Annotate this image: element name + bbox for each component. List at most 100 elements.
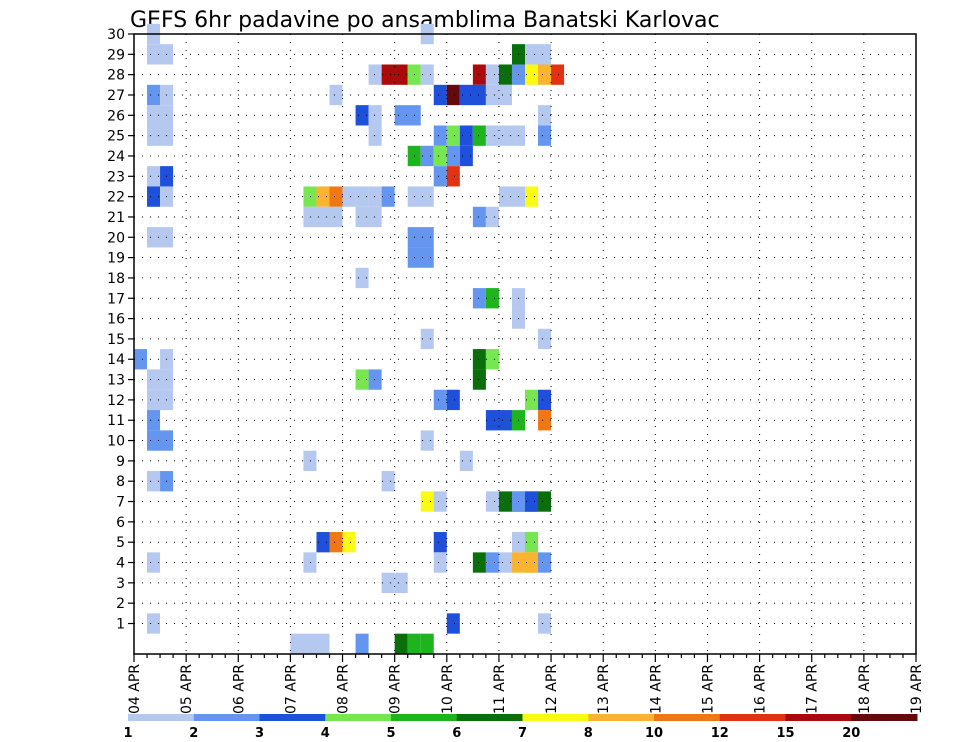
x-tick-label: 04 APR xyxy=(127,664,143,714)
x-tick-label: 13 APR xyxy=(596,664,612,714)
heatmap-cell xyxy=(538,125,552,146)
y-tick-label: 20 xyxy=(107,230,125,246)
heatmap-cell xyxy=(459,145,473,167)
heatmap-cell xyxy=(485,64,499,85)
heatmap-cell xyxy=(485,206,499,228)
heatmap-cell xyxy=(407,186,434,207)
legend-swatch xyxy=(719,714,786,721)
heatmap-cell xyxy=(538,552,552,573)
heatmap-cell xyxy=(485,125,499,146)
y-tick-label: 15 xyxy=(107,332,125,348)
heatmap-cell xyxy=(303,552,317,573)
y-tick-label: 5 xyxy=(116,535,125,551)
heatmap-cell xyxy=(433,491,447,512)
heatmap-cell xyxy=(407,633,421,654)
heatmap-cell xyxy=(485,349,499,370)
legend-label: 12 xyxy=(711,726,729,741)
heatmap-cell xyxy=(459,125,473,146)
heatmap-cell xyxy=(368,369,382,390)
y-tick-label: 22 xyxy=(107,190,125,206)
heatmap-cell xyxy=(498,125,525,146)
heatmap-cell xyxy=(472,369,486,390)
legend-label: 6 xyxy=(452,726,461,741)
legend-swatch xyxy=(588,714,655,721)
y-tick-label: 13 xyxy=(107,373,125,389)
heatmap-cell xyxy=(485,84,512,106)
legend-swatch xyxy=(325,714,392,721)
legend-swatch xyxy=(456,714,523,721)
x-tick-label: 06 APR xyxy=(231,664,247,714)
heatmap-cell xyxy=(446,613,460,634)
x-tick-label: 18 APR xyxy=(857,664,873,714)
legend-swatch xyxy=(522,714,589,721)
y-tick-label: 6 xyxy=(116,515,125,531)
x-tick-label: 05 APR xyxy=(179,664,195,714)
heatmap-cell xyxy=(394,572,408,594)
heatmap-cell xyxy=(525,532,539,553)
y-tick-label: 8 xyxy=(116,474,125,490)
heatmap-cell xyxy=(420,328,434,350)
y-tick-label: 4 xyxy=(116,556,125,572)
legend-label: 15 xyxy=(776,726,794,741)
heatmap-cell xyxy=(134,349,148,370)
legend-swatch xyxy=(654,714,721,721)
legend-label: 4 xyxy=(321,726,330,741)
heatmap-cell xyxy=(329,532,343,553)
legend-label: 1 xyxy=(123,726,132,741)
heatmap-cell xyxy=(525,186,539,207)
heatmap-cell xyxy=(355,105,369,126)
heatmap-cell xyxy=(538,613,552,634)
heatmap-cell xyxy=(472,206,486,228)
heatmap-cell xyxy=(433,389,447,411)
color-legend: 1 2 3 4 5 6 7 8 10 12 15 20 xyxy=(123,714,918,741)
heatmap-cell xyxy=(342,532,356,553)
heatmap-cell xyxy=(316,532,330,553)
y-tick-label: 30 xyxy=(107,27,125,43)
y-tick-label: 2 xyxy=(116,596,125,612)
heatmap-cell xyxy=(551,64,565,85)
y-tick-label: 10 xyxy=(107,434,125,450)
heatmap-cell xyxy=(147,125,174,146)
heatmap-cell xyxy=(394,633,408,654)
y-tick-label: 7 xyxy=(116,495,125,511)
heatmap-cell xyxy=(472,64,486,85)
heatmap-cell xyxy=(147,410,161,431)
heatmap-cell xyxy=(538,328,552,350)
heatmap-cell xyxy=(147,84,161,106)
legend-swatch xyxy=(851,714,918,721)
x-tick-label: 14 APR xyxy=(648,664,664,714)
x-tick-label: 12 APR xyxy=(544,664,560,714)
heatmap-cell xyxy=(433,532,447,553)
heatmap-cell xyxy=(368,186,382,207)
y-tick-label: 29 xyxy=(107,47,125,63)
heatmap-cell xyxy=(355,267,369,289)
legend-swatch xyxy=(785,714,852,721)
x-tick-label: 11 APR xyxy=(492,664,508,714)
heatmap-cells xyxy=(134,23,565,654)
heatmap-cell xyxy=(433,145,447,167)
heatmap-cell xyxy=(433,166,447,187)
heatmap-cell xyxy=(147,105,174,126)
heatmap-cell xyxy=(446,389,460,411)
x-tick-label: 07 APR xyxy=(283,664,299,714)
y-tick-label: 3 xyxy=(116,576,125,592)
legend-swatch xyxy=(391,714,458,721)
heatmap-cell xyxy=(394,105,421,126)
y-axis: 1234567891011121314151617181920212223242… xyxy=(107,27,134,633)
heatmap-cell xyxy=(381,471,395,492)
heatmap-cell xyxy=(329,186,343,207)
heatmap-cell xyxy=(433,552,447,573)
y-tick-label: 14 xyxy=(107,352,125,368)
heatmap-cell xyxy=(355,206,382,228)
heatmap-cell xyxy=(420,491,434,512)
heatmap-cell xyxy=(485,410,512,431)
x-axis: 04 APR 05 APR 06 APR 07 APR 08 APR 09 APR 10 A… xyxy=(127,654,925,714)
heatmap-cell xyxy=(433,125,447,146)
legend-label: 3 xyxy=(255,726,264,741)
heatmap-cell xyxy=(525,389,539,411)
legend-swatch xyxy=(259,714,326,721)
legend-label: 2 xyxy=(189,726,198,741)
heatmap-cell xyxy=(147,430,174,451)
heatmap-cell xyxy=(525,44,552,65)
y-tick-label: 28 xyxy=(107,68,125,84)
